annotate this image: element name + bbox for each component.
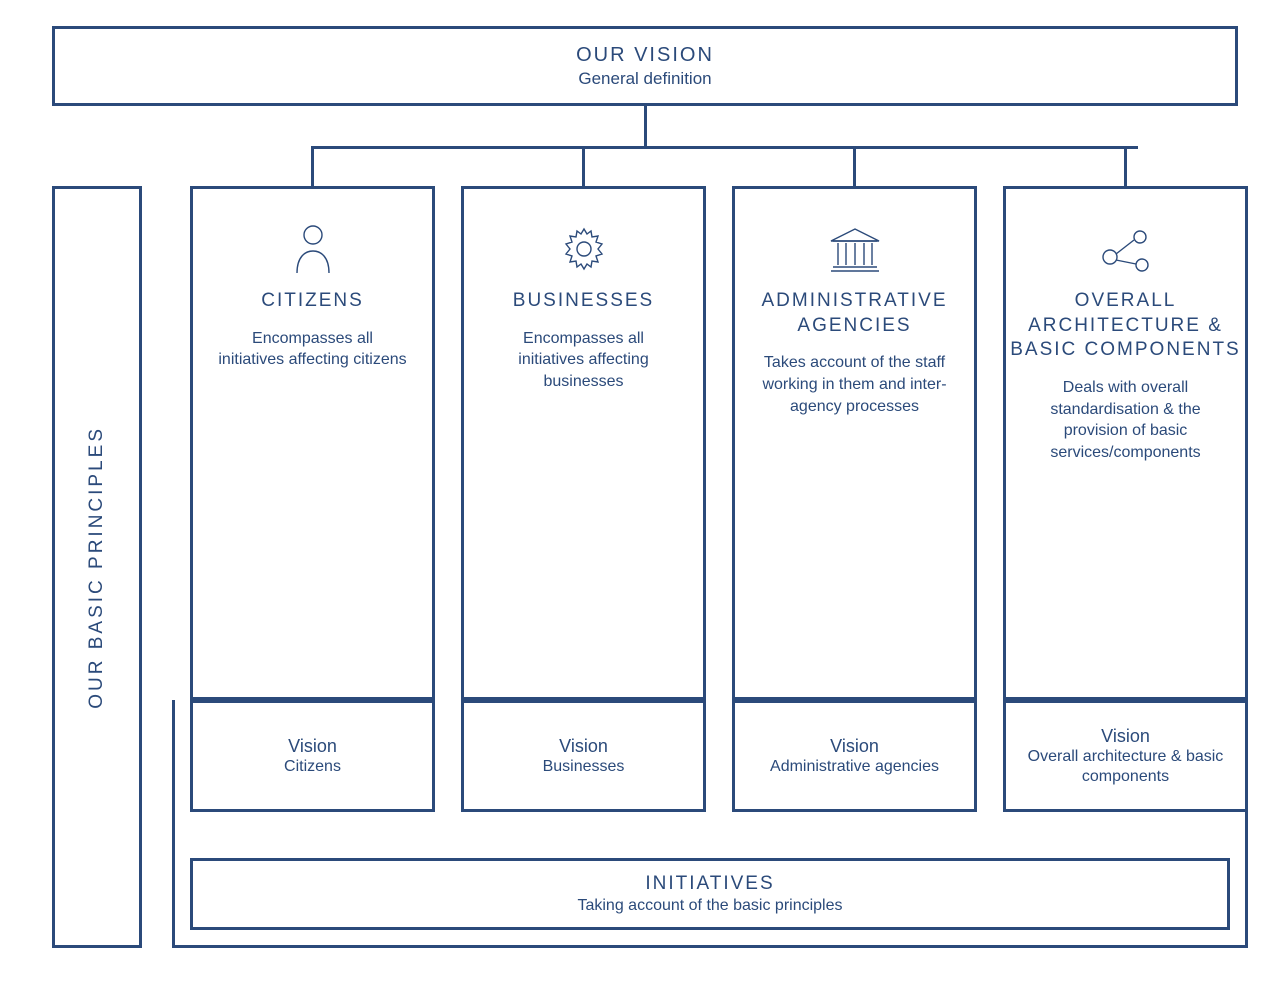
column-desc: Encompasses all initiatives affecting bu…: [464, 328, 703, 393]
principles-box: OUR BASIC PRINCIPLES: [52, 186, 142, 948]
column-desc: Deals with overall standardisation & the…: [1006, 377, 1245, 463]
network-icon: [1006, 215, 1245, 275]
vision-box: OUR VISION General definition: [52, 26, 1238, 106]
column-title: OVERALL ARCHITECTURE & BASIC COMPONENTS: [1006, 289, 1245, 363]
connector-stub-center: [644, 146, 647, 149]
column-title: BUSINESSES: [464, 289, 703, 314]
vision-label: Vision: [1018, 726, 1233, 747]
vision-sub: Administrative agencies: [747, 757, 962, 777]
vision-sub: Overall architecture & basic components: [1018, 747, 1233, 787]
vision-sub-architecture: Vision Overall architecture & basic comp…: [1003, 700, 1248, 812]
initiatives-title: INITIATIVES: [193, 873, 1227, 895]
gear-icon: [464, 215, 703, 275]
column-desc: Encompasses all initiatives affecting ci…: [193, 328, 432, 371]
vision-label: Vision: [205, 736, 420, 757]
connector-horizontal: [311, 146, 1138, 149]
vision-sub-citizens: Vision Citizens: [190, 700, 435, 812]
column-architecture: OVERALL ARCHITECTURE & BASIC COMPONENTS …: [1003, 186, 1248, 700]
column-title: CITIZENS: [193, 289, 432, 314]
vision-label: Vision: [476, 736, 691, 757]
connector-drop-4: [1124, 146, 1127, 186]
vision-subtitle: General definition: [55, 69, 1235, 89]
vision-title: OUR VISION: [55, 44, 1235, 67]
initiatives-box: INITIATIVES Taking account of the basic …: [190, 858, 1230, 930]
connector-vertical-main: [644, 106, 647, 146]
vision-label: Vision: [747, 736, 962, 757]
person-icon: [193, 215, 432, 275]
principles-label: OUR BASIC PRINCIPLES: [86, 426, 108, 709]
vision-sub: Citizens: [205, 757, 420, 777]
connector-drop-1: [311, 146, 314, 186]
vision-sub-businesses: Vision Businesses: [461, 700, 706, 812]
column-title: ADMINISTRATIVE AGENCIES: [735, 289, 974, 338]
column-desc: Takes account of the staff working in th…: [735, 352, 974, 417]
connector-drop-2: [582, 146, 585, 186]
column-businesses: BUSINESSES Encompasses all initiatives a…: [461, 186, 706, 700]
connector-drop-3: [853, 146, 856, 186]
column-agencies: ADMINISTRATIVE AGENCIES Takes account of…: [732, 186, 977, 700]
vision-sub: Businesses: [476, 757, 691, 777]
column-citizens: CITIZENS Encompasses all initiatives aff…: [190, 186, 435, 700]
initiatives-subtitle: Taking account of the basic principles: [193, 897, 1227, 915]
bank-icon: [735, 215, 974, 275]
vision-sub-agencies: Vision Administrative agencies: [732, 700, 977, 812]
